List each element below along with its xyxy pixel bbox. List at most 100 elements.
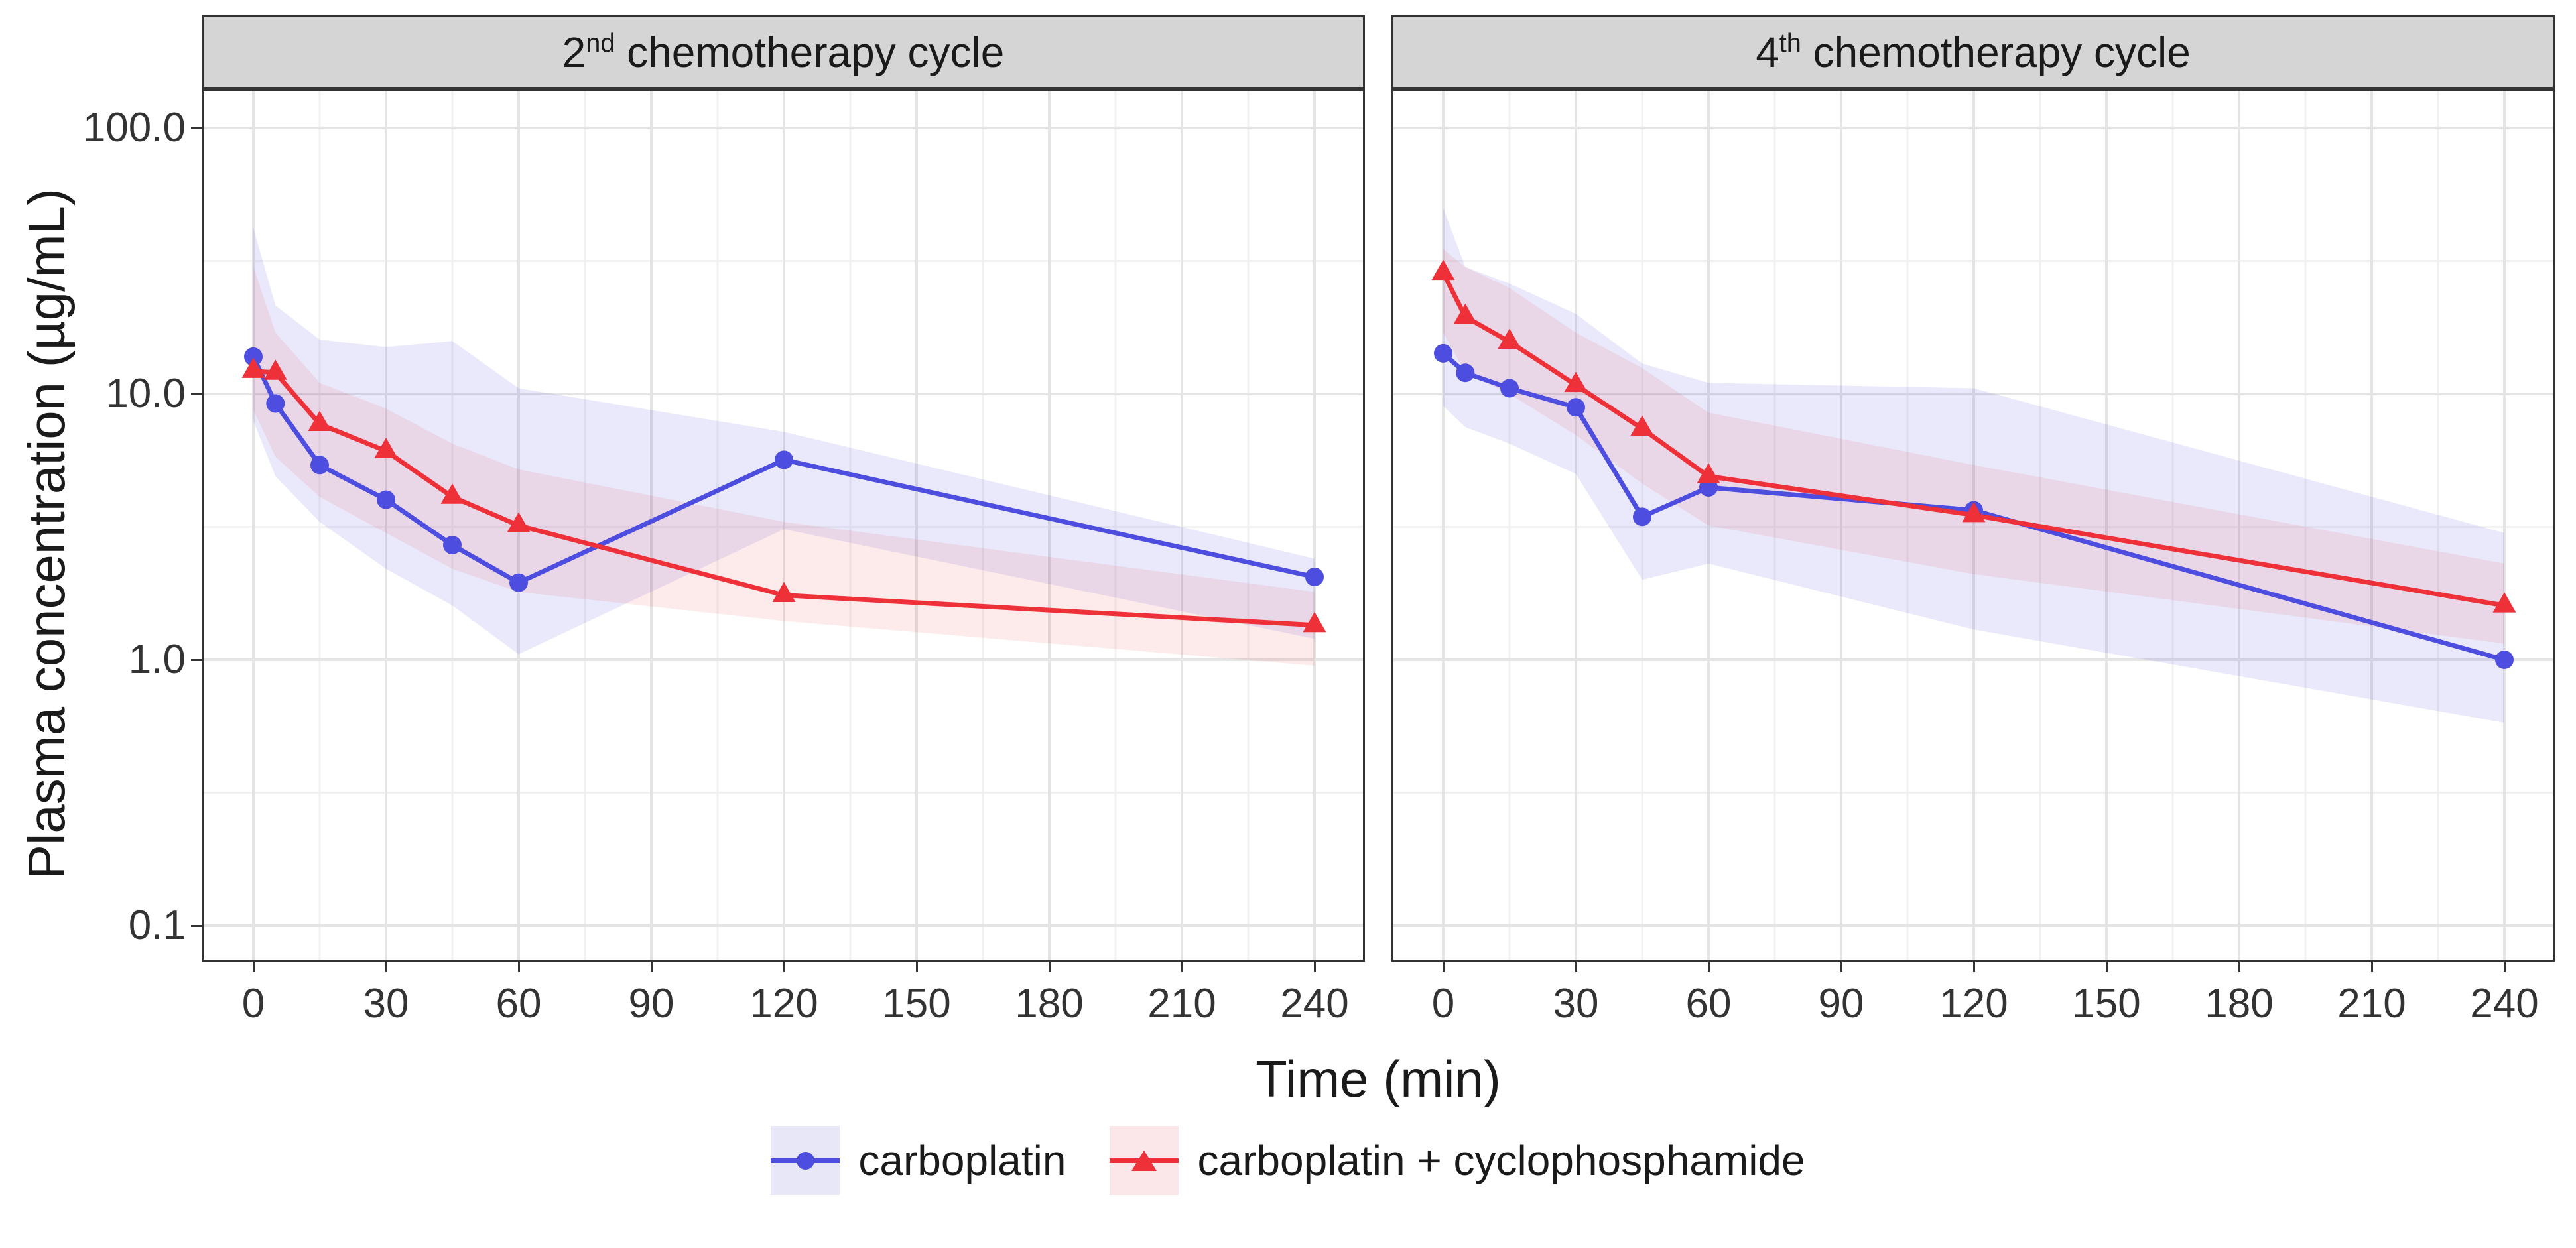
x-tick-mark [1313,962,1316,972]
data-point-combo [507,512,531,532]
data-point-carboplatin [1633,507,1651,527]
x-tick-label: 30 [363,981,409,1027]
panel-cycle-4 [1391,89,2555,962]
data-point-carboplatin [1500,379,1519,398]
x-tick-label: 150 [2072,981,2141,1027]
x-tick-mark [2238,962,2240,972]
x-tick-mark [1707,962,1710,972]
data-point-carboplatin [1305,567,1324,586]
x-tick-mark [1048,962,1051,972]
data-point-combo [374,438,398,458]
x-tick-label: 60 [495,981,542,1027]
data-point-combo [772,582,796,603]
triangle-marker-icon [1131,1151,1157,1171]
circle-marker-icon [797,1152,815,1170]
legend: carboplatin carboplatin + cyclophosphami… [0,1126,2576,1195]
x-tick-mark [2370,962,2373,972]
data-point-combo [1962,501,1986,523]
x-tick-mark [385,962,387,972]
x-tick-mark [1181,962,1183,972]
x-tick-mark [1442,962,1445,972]
data-point-carboplatin [310,456,329,475]
x-tick-mark [650,962,653,972]
y-tick-mark [191,393,202,395]
legend-label: carboplatin [858,1137,1066,1184]
data-point-carboplatin [1567,398,1585,417]
ribbon-carboplatin [1443,208,2504,723]
legend-label: carboplatin + cyclophosphamide [1197,1137,1805,1184]
x-tick-label: 240 [2470,981,2539,1027]
x-tick-mark [2503,962,2506,972]
facet-strip-cycle-2: 2nd chemotherapy cycle [202,15,1365,89]
ribbon-carboplatin [253,228,1315,655]
x-tick-label: 150 [882,981,951,1027]
data-point-carboplatin [266,394,285,413]
data-point-carboplatin [377,490,395,509]
x-tick-label: 210 [2337,981,2406,1027]
legend-key-combo [1110,1126,1179,1195]
x-tick-label: 120 [749,981,818,1027]
x-tick-label: 180 [1015,981,1084,1027]
y-tick-label: 0.1 [128,903,186,948]
legend-entry-carboplatin: carboplatin [771,1126,1066,1195]
x-tick-label: 180 [2205,981,2274,1027]
y-axis-title: Plasma concentration (µg/mL) [17,188,76,880]
y-tick-label: 10.0 [105,371,186,416]
line-combo [251,368,1317,628]
data-point-combo [1697,463,1720,483]
x-axis-title: Time (min) [1256,1050,1501,1108]
facet-strip-label: 2nd chemotherapy cycle [562,28,1005,76]
facet-strip-label: 4th chemotherapy cycle [1756,28,2191,76]
data-point-combo [440,483,464,504]
x-tick-label: 90 [1818,981,1864,1027]
x-tick-mark [915,962,918,972]
data-point-combo [263,359,287,380]
y-tick-mark [191,127,202,129]
x-tick-mark [1575,962,1577,972]
x-tick-mark [783,962,785,972]
x-tick-label: 240 [1280,981,1349,1027]
facet-strip-cycle-4: 4th chemotherapy cycle [1391,15,2555,89]
x-tick-label: 30 [1553,981,1599,1027]
x-tick-mark [252,962,255,972]
x-tick-label: 0 [241,981,265,1027]
x-tick-label: 120 [1939,981,2008,1027]
y-tick-label: 1.0 [128,637,186,682]
data-point-carboplatin [244,347,263,366]
data-point-combo [1498,328,1521,349]
data-point-combo [1630,415,1654,436]
data-point-combo [1431,259,1455,281]
panel-cycle-2 [202,89,1365,962]
x-tick-mark [517,962,520,972]
x-tick-label: 90 [628,981,675,1027]
panel-border [202,89,1365,962]
y-tick-label: 100.0 [82,105,186,151]
legend-entry-combo: carboplatin + cyclophosphamide [1110,1126,1805,1195]
line-carboplatin [251,354,1317,586]
data-point-combo [1564,371,1588,393]
data-point-carboplatin [509,573,528,592]
data-point-combo [1303,611,1326,633]
data-point-combo [1453,303,1477,324]
ribbon-combo [1443,249,2504,644]
data-point-carboplatin [443,536,462,555]
x-tick-mark [1840,962,1842,972]
legend-key-carboplatin [771,1126,840,1195]
data-point-carboplatin [775,450,793,469]
data-point-carboplatin [1456,363,1475,383]
data-point-carboplatin [1434,343,1452,363]
y-tick-mark [191,924,202,927]
data-point-carboplatin [2495,651,2514,669]
x-tick-mark [2105,962,2108,972]
data-point-combo [308,410,332,432]
x-tick-label: 0 [1431,981,1455,1027]
x-tick-mark [1972,962,1975,972]
data-point-combo [2492,592,2516,613]
x-tick-label: 60 [1685,981,1732,1027]
data-point-combo [241,357,265,378]
ribbon-combo [253,267,1315,666]
panel-border [1391,89,2555,962]
x-tick-label: 210 [1147,981,1216,1027]
y-tick-mark [191,658,202,661]
